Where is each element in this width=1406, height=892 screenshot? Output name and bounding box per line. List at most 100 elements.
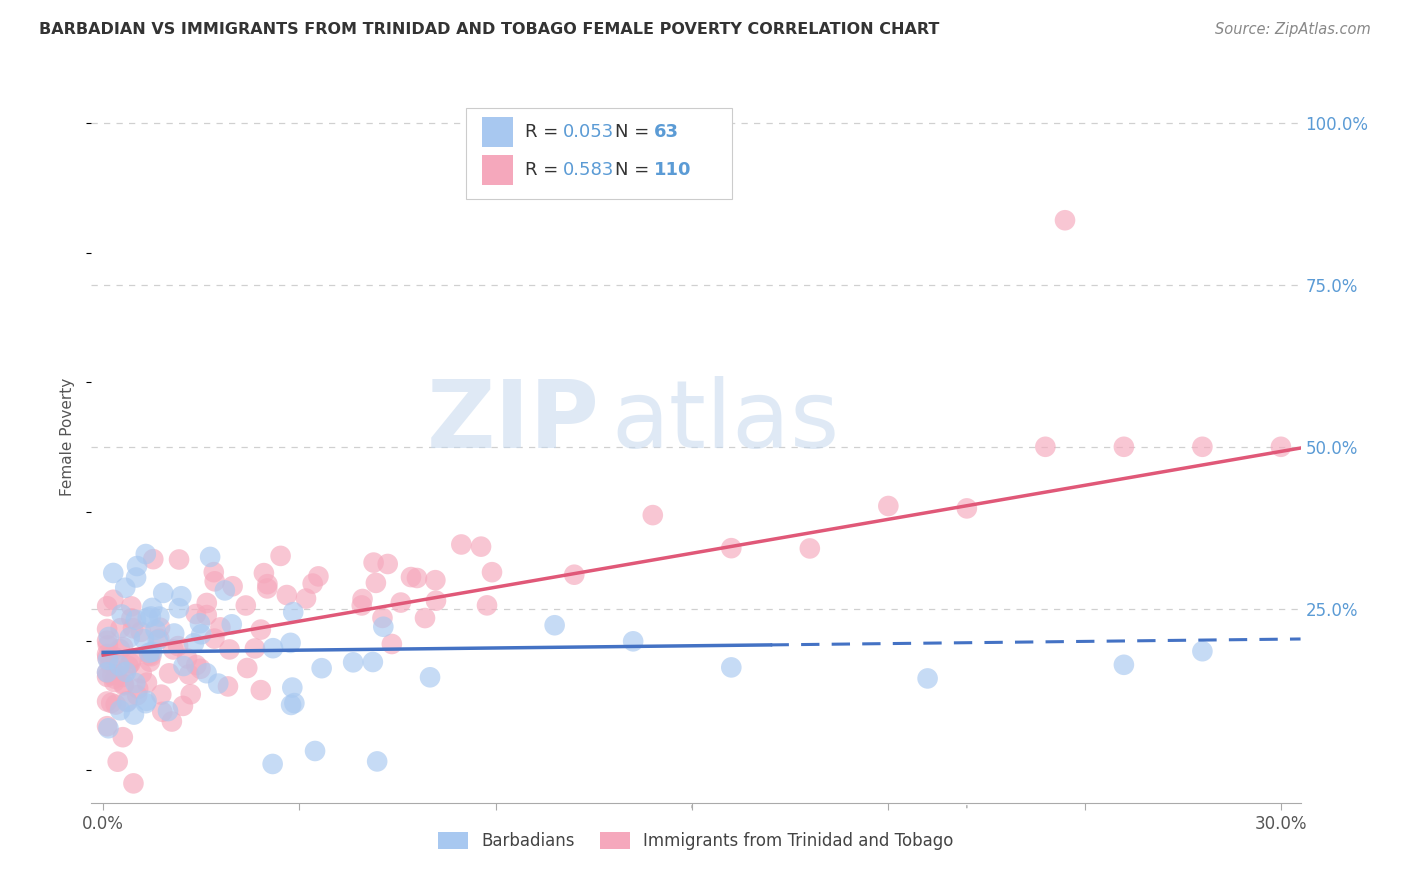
Point	[156, 704, 179, 718]
Point	[389, 596, 412, 610]
Text: N =: N =	[614, 161, 655, 179]
Point	[115, 665, 138, 679]
Point	[236, 661, 259, 675]
Point	[177, 667, 200, 681]
Point	[172, 698, 194, 713]
Point	[280, 698, 302, 712]
Point	[270, 549, 292, 563]
Text: N =: N =	[614, 123, 655, 141]
Point	[96, 647, 118, 661]
Point	[249, 683, 271, 698]
Point	[100, 696, 122, 710]
FancyBboxPatch shape	[482, 155, 513, 185]
Point	[406, 571, 429, 585]
Text: R =: R =	[526, 123, 564, 141]
Point	[180, 687, 202, 701]
Point	[366, 755, 388, 769]
Point	[96, 665, 118, 680]
Point	[209, 620, 232, 634]
Point	[413, 611, 436, 625]
Point	[108, 642, 131, 657]
Point	[186, 658, 208, 673]
Point	[1053, 213, 1076, 227]
Point	[125, 559, 148, 574]
Point	[311, 661, 333, 675]
Point	[146, 633, 169, 648]
Point	[112, 640, 135, 655]
FancyBboxPatch shape	[482, 118, 513, 146]
Point	[121, 651, 143, 665]
Point	[877, 499, 900, 513]
Point	[145, 623, 167, 637]
Point	[1035, 440, 1057, 454]
Point	[96, 599, 118, 614]
Point	[256, 577, 278, 591]
Point	[97, 721, 120, 735]
Point	[641, 508, 664, 522]
Point	[373, 620, 395, 634]
Point	[111, 730, 134, 744]
Point	[173, 659, 195, 673]
Point	[304, 744, 326, 758]
Point	[132, 632, 155, 646]
Point	[112, 677, 135, 691]
Point	[720, 541, 742, 556]
Point	[202, 565, 225, 579]
Point	[125, 613, 148, 627]
Point	[198, 549, 221, 564]
Point	[1191, 440, 1213, 454]
Point	[243, 641, 266, 656]
Point	[103, 566, 125, 580]
Point	[425, 593, 447, 607]
Point	[120, 611, 142, 625]
Point	[141, 645, 163, 659]
Point	[96, 719, 118, 733]
Point	[364, 575, 387, 590]
Point	[543, 618, 565, 632]
Point	[103, 650, 125, 665]
Point	[184, 607, 207, 621]
Point	[253, 566, 276, 581]
Point	[475, 599, 498, 613]
Point	[720, 660, 742, 674]
Point	[148, 609, 170, 624]
Point	[97, 630, 120, 644]
Point	[104, 672, 127, 686]
Point	[190, 662, 212, 676]
Point	[562, 567, 585, 582]
Point	[149, 621, 172, 635]
Point	[381, 637, 404, 651]
Point	[115, 694, 138, 708]
Point	[107, 755, 129, 769]
Point	[111, 607, 134, 622]
Point	[160, 714, 183, 729]
Point	[127, 688, 149, 702]
Point	[97, 638, 120, 652]
Point	[342, 656, 364, 670]
Text: 110: 110	[654, 161, 692, 179]
Point	[352, 592, 374, 607]
Point	[1112, 657, 1135, 672]
Point	[207, 676, 229, 690]
Point	[135, 696, 157, 710]
Point	[399, 570, 422, 584]
Point	[122, 776, 145, 790]
Text: 0.583: 0.583	[562, 161, 614, 179]
Point	[136, 610, 159, 624]
Point	[621, 634, 644, 648]
Point	[176, 651, 198, 665]
Point	[1270, 440, 1292, 454]
Point	[280, 636, 302, 650]
Point	[221, 617, 243, 632]
Point	[108, 703, 131, 717]
Point	[170, 589, 193, 603]
Point	[167, 639, 190, 653]
Point	[152, 586, 174, 600]
Point	[103, 675, 125, 690]
Point	[142, 552, 165, 566]
Point	[419, 670, 441, 684]
Text: ZIP: ZIP	[426, 376, 599, 468]
Point	[262, 641, 284, 656]
Point	[163, 626, 186, 640]
Point	[425, 573, 447, 587]
